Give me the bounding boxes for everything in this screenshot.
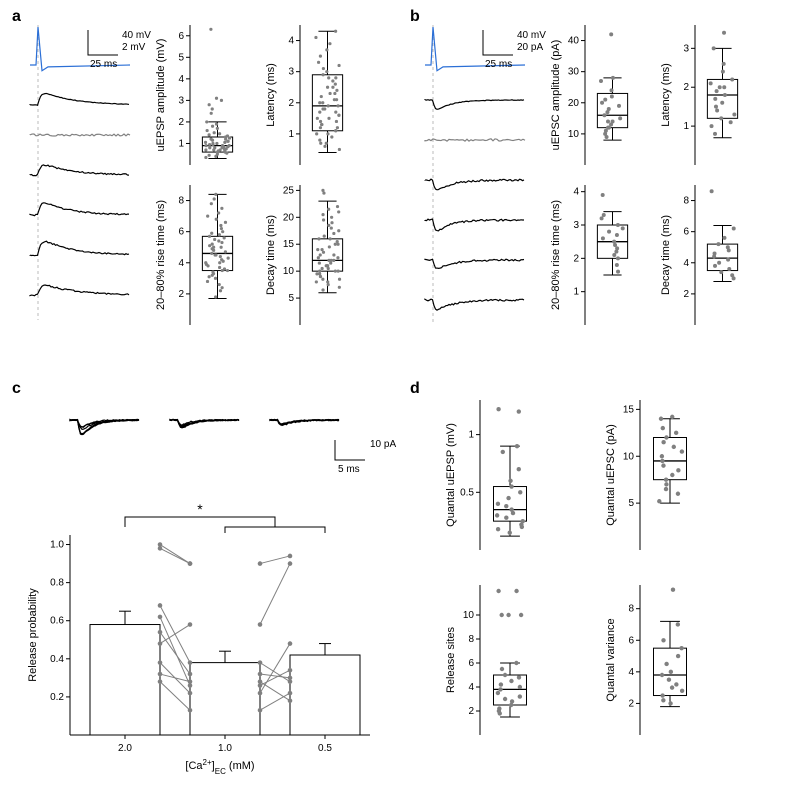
svg-text:8: 8 (683, 196, 689, 207)
svg-text:20–80% rise time (ms): 20–80% rise time (ms) (550, 200, 562, 310)
svg-text:15: 15 (623, 404, 635, 415)
svg-text:10: 10 (623, 451, 635, 462)
svg-text:1.0: 1.0 (50, 540, 64, 551)
svg-text:2: 2 (468, 706, 474, 717)
svg-text:1: 1 (288, 129, 294, 140)
panel-b: 40 mV20 pA 25 ms 10 20 30 40 uEPSC amplitude (… (425, 25, 738, 325)
svg-text:3: 3 (683, 43, 689, 54)
svg-text:0.2: 0.2 (50, 692, 64, 703)
svg-text:0.6: 0.6 (50, 616, 64, 627)
svg-text:10 pA: 10 pA (370, 439, 396, 450)
svg-text:25 ms: 25 ms (90, 59, 117, 70)
svg-text:1.0: 1.0 (218, 743, 232, 754)
label-b: b (410, 8, 420, 26)
svg-text:6: 6 (683, 227, 689, 238)
svg-text:10: 10 (283, 266, 295, 277)
svg-text:20: 20 (283, 212, 295, 223)
svg-text:2 mV: 2 mV (122, 42, 146, 53)
svg-text:2: 2 (178, 289, 184, 300)
svg-text:20 pA: 20 pA (517, 42, 543, 53)
svg-text:2: 2 (178, 117, 184, 128)
svg-text:2: 2 (288, 98, 294, 109)
svg-text:15: 15 (283, 239, 295, 250)
panel-c: 10 pA 5 ms 0.2 0.4 0.6 0.8 1.0 Release probabil… (27, 419, 396, 775)
figure-svg: 40 mV2 mV25 ms123456uEPSP amplitude (mV)… (0, 0, 795, 784)
label-a: a (12, 8, 21, 26)
svg-text:Quantal uEPSC (pA): Quantal uEPSC (pA) (605, 424, 617, 526)
svg-text:4: 4 (178, 258, 184, 269)
svg-text:2: 2 (683, 82, 689, 93)
svg-text:10: 10 (568, 129, 580, 140)
svg-text:4: 4 (628, 667, 634, 678)
panel-d: 0.5 1 Quantal uEPSP (mV) 5 10 15 Quantal uEPSC… (445, 400, 687, 735)
svg-text:6: 6 (178, 31, 184, 42)
svg-text:20: 20 (568, 98, 580, 109)
svg-text:2: 2 (683, 289, 689, 300)
svg-text:1: 1 (573, 287, 579, 298)
svg-text:1: 1 (683, 121, 689, 132)
svg-text:Decay time (ms): Decay time (ms) (660, 215, 672, 295)
svg-text:5: 5 (178, 52, 184, 63)
svg-text:40 mV: 40 mV (517, 30, 546, 41)
svg-text:[Ca2+]EC (mM): [Ca2+]EC (mM) (185, 758, 254, 776)
svg-text:Decay time (ms): Decay time (ms) (265, 215, 277, 295)
svg-text:4: 4 (683, 258, 689, 269)
svg-text:20–80% rise time (ms): 20–80% rise time (ms) (155, 200, 167, 310)
svg-text:6: 6 (628, 635, 634, 646)
panel-a: 40 mV2 mV 25 ms 1 2 3 4 5 6 uEPSP amplitude (mV)… (30, 25, 343, 325)
svg-text:Latency (ms): Latency (ms) (660, 63, 672, 127)
svg-text:Quantal variance: Quantal variance (605, 618, 617, 701)
svg-text:40: 40 (568, 36, 580, 47)
svg-text:6: 6 (178, 227, 184, 238)
svg-text:uEPSP amplitude (mV): uEPSP amplitude (mV) (155, 39, 167, 152)
svg-text:2: 2 (573, 253, 579, 264)
svg-text:Latency (ms): Latency (ms) (265, 63, 277, 127)
svg-text:0.5: 0.5 (318, 743, 332, 754)
label-d: d (410, 380, 420, 398)
svg-text:2.0: 2.0 (118, 743, 132, 754)
label-c: c (12, 380, 21, 398)
svg-text:1: 1 (178, 138, 184, 149)
svg-text:0.8: 0.8 (50, 578, 64, 589)
svg-text:6: 6 (468, 658, 474, 669)
svg-text:5: 5 (628, 498, 634, 509)
svg-text:uEPSC amplitude (pA): uEPSC amplitude (pA) (550, 40, 562, 151)
svg-text:*: * (197, 501, 203, 517)
svg-text:0.4: 0.4 (50, 654, 64, 665)
svg-text:3: 3 (178, 95, 184, 106)
svg-text:4: 4 (178, 74, 184, 85)
svg-text:1: 1 (468, 430, 474, 441)
svg-text:8: 8 (468, 634, 474, 645)
svg-text:Quantal uEPSP (mV): Quantal uEPSP (mV) (445, 423, 457, 527)
svg-text:3: 3 (573, 220, 579, 231)
svg-text:8: 8 (178, 196, 184, 207)
svg-text:4: 4 (468, 682, 474, 693)
svg-text:4: 4 (288, 36, 294, 47)
svg-text:4: 4 (573, 187, 579, 198)
svg-text:25 ms: 25 ms (485, 59, 512, 70)
svg-text:Release sites: Release sites (445, 626, 457, 693)
svg-text:5 ms: 5 ms (338, 464, 360, 475)
svg-text:40 mV: 40 mV (122, 30, 151, 41)
svg-text:30: 30 (568, 67, 580, 78)
svg-text:10: 10 (463, 610, 475, 621)
svg-text:0.5: 0.5 (460, 487, 474, 498)
svg-text:2: 2 (628, 698, 634, 709)
svg-text:25: 25 (283, 185, 295, 196)
svg-text:3: 3 (288, 67, 294, 78)
svg-text:5: 5 (288, 293, 294, 304)
svg-text:Release probability: Release probability (27, 588, 39, 682)
svg-text:8: 8 (628, 604, 634, 615)
